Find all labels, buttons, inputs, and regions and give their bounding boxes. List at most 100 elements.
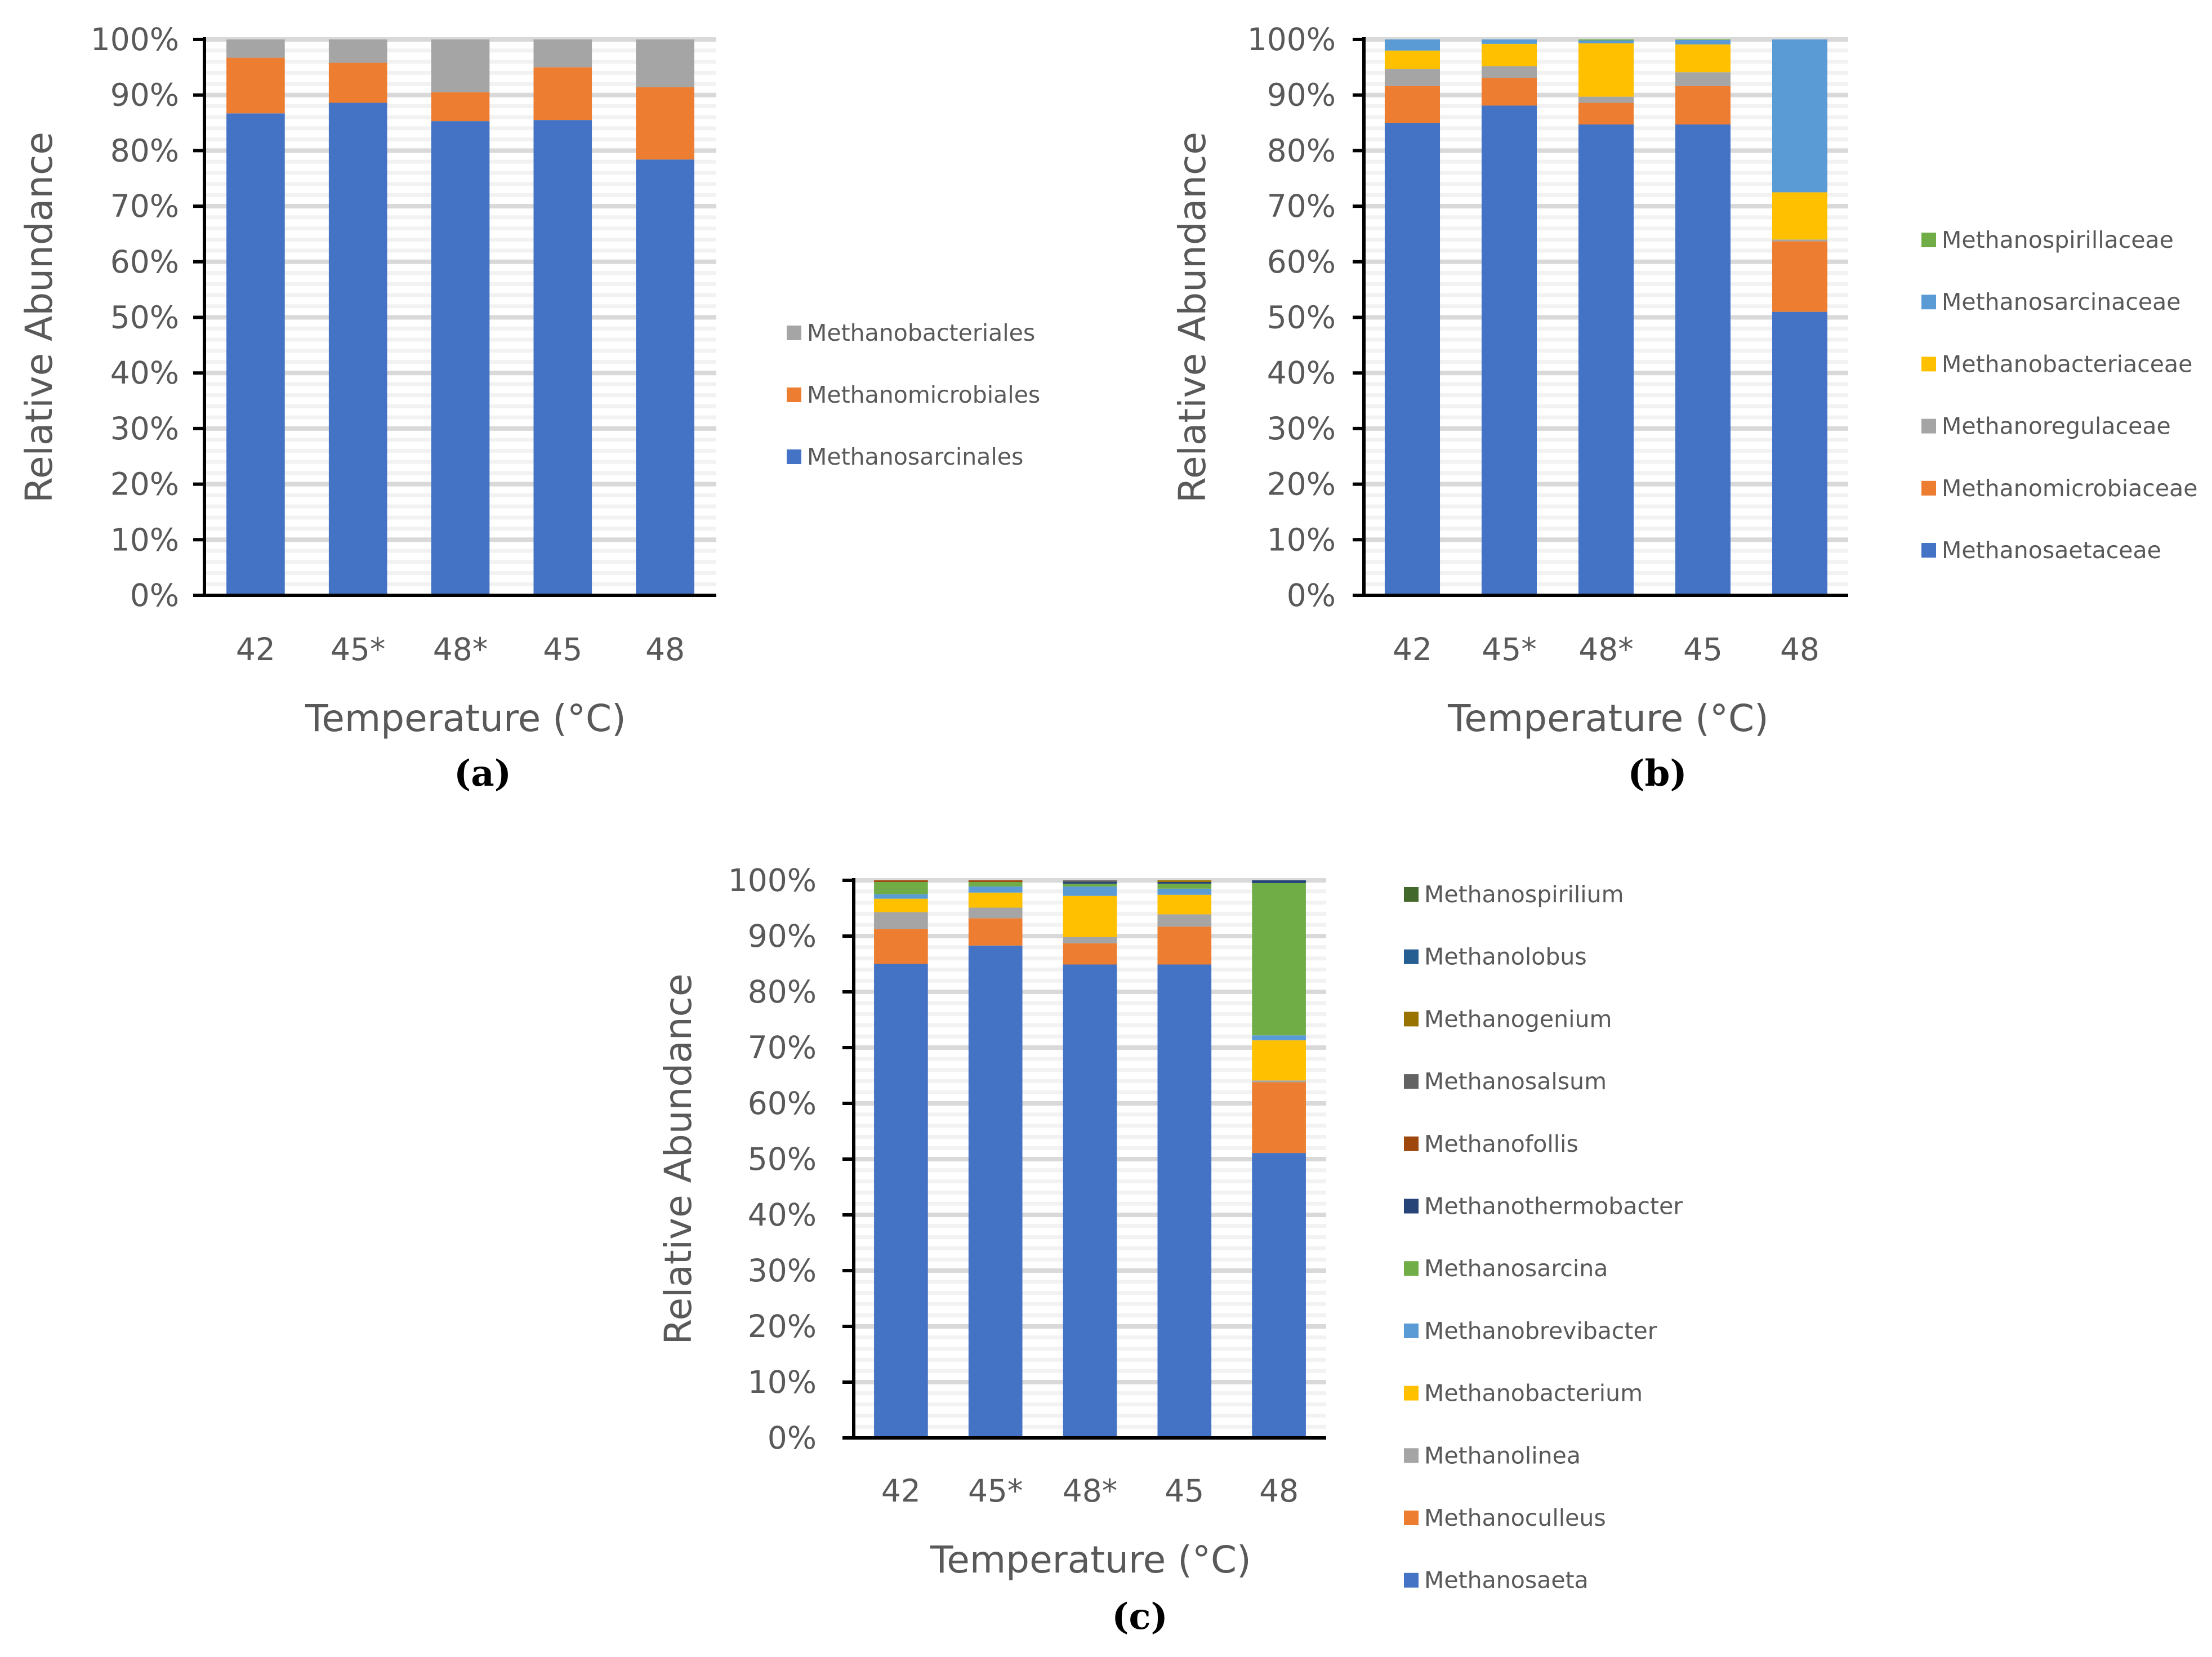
bar-segment	[874, 881, 928, 894]
legend-label: Methanomicrobiales	[807, 381, 1040, 408]
bar-segment	[1157, 883, 1212, 889]
legend-label: Methanothermobacter	[1424, 1193, 1683, 1220]
bar-segment	[636, 87, 694, 160]
legend-item: Methanobacteriaceae	[1921, 350, 2192, 377]
bar-segment	[1063, 943, 1117, 965]
bar-segment	[968, 886, 1023, 893]
legend-label: Methanospirilium	[1424, 881, 1624, 908]
x-tick-label: 45*	[968, 1473, 1023, 1509]
legend-swatch	[1404, 1448, 1419, 1463]
bar-segment	[1157, 894, 1212, 915]
legend-item: Methanolinea	[1404, 1442, 1581, 1469]
bar-segment	[1252, 1153, 1306, 1438]
y-tick-label: 50%	[748, 1141, 817, 1177]
bar-segment	[1772, 192, 1828, 240]
legend-item: Methanomicrobiales	[787, 381, 1040, 408]
y-tick-label: 60%	[1267, 244, 1336, 280]
legend-item: Methanobrevibacter	[1404, 1317, 1657, 1344]
bar-segment	[431, 39, 490, 92]
bar-segment	[1063, 886, 1117, 896]
legend-label: Methanosarcinaceae	[1942, 288, 2180, 315]
bar-segment	[328, 103, 387, 595]
bar-segment	[1578, 96, 1634, 103]
bar-segment	[636, 39, 694, 87]
legend-item: Methanosarcina	[1404, 1255, 1608, 1282]
bar-segment	[874, 929, 928, 964]
legend-label: Methanobacteriaceae	[1942, 350, 2192, 377]
bar-segment	[1384, 50, 1441, 69]
bar-segment	[1063, 881, 1117, 884]
bar-segment	[874, 912, 928, 929]
bar-segment	[1675, 72, 1731, 86]
y-tick-label: 30%	[1267, 411, 1336, 447]
bar-segment	[1675, 124, 1731, 596]
bar-segment	[968, 907, 1023, 919]
chart-c: 42 45* 48* 45 48 0% 10% 20% 30% 40% 50% 60% 70% 80% 90…	[657, 862, 1683, 1638]
bar-segment	[1252, 1080, 1306, 1083]
legend-swatch	[1921, 418, 1936, 434]
legend-label: Methanolinea	[1424, 1442, 1581, 1469]
y-tick-label: 90%	[1267, 77, 1336, 113]
y-tick-label: 60%	[748, 1085, 817, 1121]
bar-segment	[1675, 86, 1731, 125]
bar-segment	[1252, 880, 1306, 883]
y-axis-title: Relative Abundance	[657, 974, 700, 1345]
legend-label: Methanosaetaceae	[1942, 537, 2161, 564]
legend-swatch	[1921, 233, 1936, 247]
x-tick-label: 45	[543, 631, 582, 667]
bar-segment	[1252, 1082, 1306, 1153]
bar-segment	[1578, 103, 1634, 125]
x-axis-title: Temperature (°C)	[1447, 697, 1769, 740]
legend-swatch	[787, 326, 801, 340]
bar-segment	[533, 120, 592, 596]
bar-segment	[1578, 124, 1634, 596]
bar-segment	[431, 92, 490, 122]
legend-swatch	[1404, 949, 1419, 964]
bar-segment	[968, 945, 1023, 1438]
bar-segment	[1481, 66, 1537, 78]
legend-item: Methanoregulaceae	[1921, 413, 2171, 440]
x-axis-title: Temperature (°C)	[305, 697, 626, 740]
bar-segment	[226, 39, 285, 58]
y-tick-label: 50%	[110, 300, 179, 336]
bar-segment	[328, 39, 387, 63]
legend-swatch	[787, 449, 801, 464]
x-tick-label: 42	[881, 1473, 921, 1509]
legend-label: Methanosalsum	[1424, 1068, 1607, 1095]
y-tick-label: 30%	[110, 411, 179, 447]
bar-segment	[1675, 39, 1731, 44]
y-tick-label: 100%	[91, 21, 179, 57]
bar-segment	[1481, 105, 1537, 595]
bar-segment	[1675, 39, 1731, 40]
x-tick-label: 48*	[1578, 631, 1634, 667]
legend-item: Methanogenium	[1404, 1005, 1612, 1032]
bar-segment	[1578, 43, 1634, 97]
panel-label: (a)	[454, 752, 511, 795]
y-tick-label: 20%	[748, 1308, 817, 1344]
bar-segment	[533, 67, 592, 121]
legend-swatch	[1404, 887, 1419, 902]
legend-swatch	[1921, 543, 1936, 558]
bar-segment	[1252, 1035, 1306, 1041]
bar-segment	[968, 892, 1023, 908]
bar-segment	[1772, 311, 1828, 595]
bar-segment	[1252, 883, 1306, 1036]
y-tick-label: 10%	[110, 522, 179, 558]
y-tick-label: 90%	[110, 77, 179, 113]
bar-segment	[1063, 964, 1117, 1438]
y-axis-title: Relative Abundance	[17, 132, 61, 503]
bar-segment	[636, 159, 694, 595]
legend-item: Methanoculleus	[1404, 1504, 1606, 1531]
bar-segment	[1481, 43, 1537, 66]
y-tick-label: 80%	[748, 974, 817, 1010]
chart-b: 42 45* 48* 45 48 0% 10% 20% 30% 40% 50% 60% 70% 80% 90…	[1171, 21, 2197, 795]
bar-segment	[1157, 914, 1212, 927]
y-tick-label: 50%	[1267, 300, 1336, 336]
legend-swatch	[1921, 357, 1936, 372]
y-tick-label: 60%	[110, 244, 179, 280]
x-tick-label: 42	[236, 631, 275, 667]
x-tick-label: 42	[1393, 631, 1432, 667]
bar-segment	[1063, 883, 1117, 887]
bar-segment	[968, 880, 1023, 882]
y-tick-label: 70%	[1267, 188, 1336, 224]
